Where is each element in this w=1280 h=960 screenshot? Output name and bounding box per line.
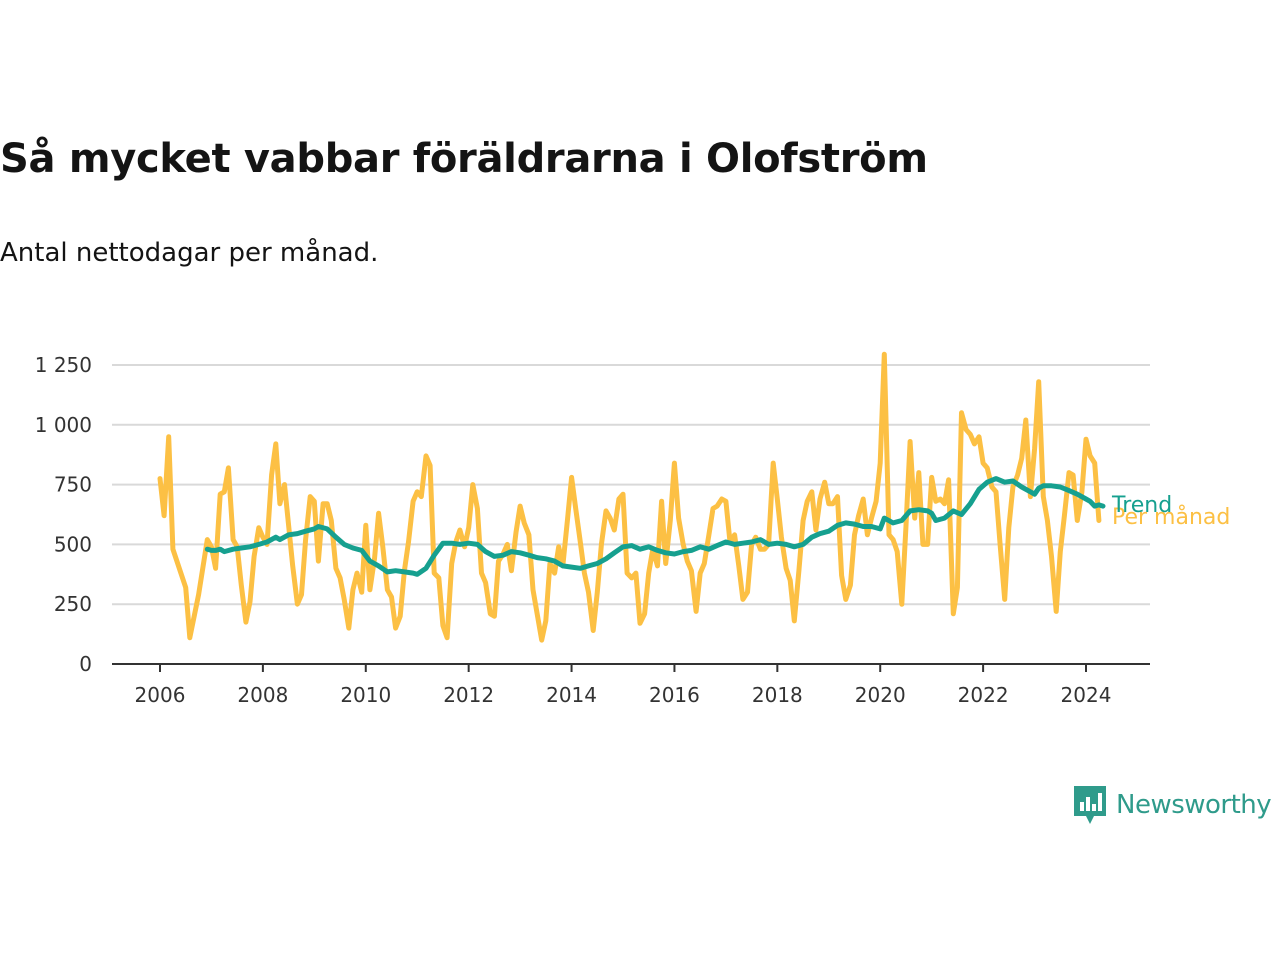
x-tick-label: 2014 <box>546 683 597 707</box>
series-line-per-m-nad <box>157 351 1102 643</box>
y-axis: 0 250 500 750 1 000 1 250 <box>35 353 92 676</box>
series-line-trend <box>204 476 1106 577</box>
newsworthy-logo-icon <box>1074 786 1106 824</box>
x-tick-label: 2006 <box>135 683 186 707</box>
x-tick-label: 2022 <box>958 683 1009 707</box>
y-tick-label: 250 <box>54 592 92 616</box>
series-label-per-m-nad: Per månad <box>1112 504 1230 530</box>
x-tick-label: 2008 <box>237 683 288 707</box>
page-subtitle: Antal nettodagar per månad. <box>0 238 379 268</box>
y-tick-label: 500 <box>54 532 92 556</box>
y-tick-label: 750 <box>54 473 92 497</box>
x-axis: 2006 2008 2010 2012 2014 2016 2018 2020 2022 2024 <box>112 663 1150 707</box>
page-title: Så mycket vabbar föräldrarna i Olofström <box>0 136 928 182</box>
x-tick-label: 2020 <box>855 683 906 707</box>
y-tick-label: 1 250 <box>35 353 92 377</box>
x-tick-label: 2010 <box>340 683 391 707</box>
brand-logo[interactable]: Newsworthy <box>1072 784 1272 826</box>
x-tick-label: 2018 <box>752 683 803 707</box>
x-tick-label: 2016 <box>649 683 700 707</box>
gridlines <box>112 364 1150 606</box>
x-tick-label: 2012 <box>443 683 494 707</box>
series-lines <box>157 351 1106 643</box>
y-tick-label: 1 000 <box>35 413 92 437</box>
brand-name: Newsworthy <box>1116 790 1272 820</box>
series-label-trend: Trend <box>1111 493 1172 518</box>
x-tick-label: 2024 <box>1061 683 1112 707</box>
y-tick-label: 0 <box>79 652 92 676</box>
